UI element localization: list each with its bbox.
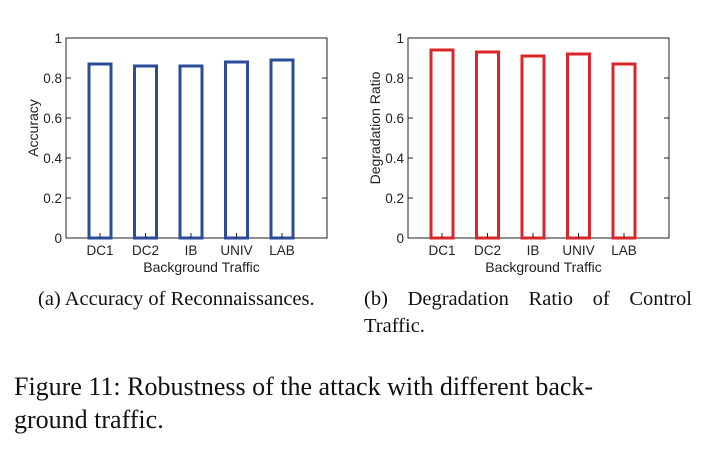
degradation-xtick-label: UNIV [562,243,594,258]
degradation-axes-box [407,37,670,239]
accuracy-bar-dc1 [87,62,113,240]
accuracy-bar-dc2 [133,64,158,240]
subcaption-b: (b) Degradation Ratio of Control Traffic… [364,288,692,337]
degradation-bar-dc2 [475,50,500,240]
accuracy-xtick-label: DC1 [86,243,113,258]
chart-accuracy: 0 0.2 0.4 0.6 0.8 1 DC1 DC2 IB UNIV LAB Background … [10,20,345,282]
degradation-xtick-label: DC1 [428,243,455,258]
accuracy-xtick-label: UNIV [220,243,252,258]
accuracy-ytick-label: 0.4 [43,151,62,166]
accuracy-ytick-label: 1 [54,31,62,46]
degradation-bar-dc1 [429,48,455,240]
chart-degradation-svg: 0 0.2 0.4 0.6 0.8 1 DC1 DC2 IB UNIV LAB Background … [367,31,670,275]
degradation-ytick-label: 0.8 [385,71,404,86]
degradation-ylabel: Degradation Ratio [367,71,383,184]
accuracy-xtick-label: DC2 [132,243,159,258]
accuracy-ytick-label: 0 [54,231,62,246]
accuracy-ytick-label: 0.6 [43,111,62,126]
chart-degradation: 0 0.2 0.4 0.6 0.8 1 DC1 DC2 IB UNIV LAB Background … [352,20,687,282]
degradation-ytick-label: 1 [396,31,404,46]
accuracy-ytick-label: 0.2 [43,191,62,206]
degradation-ytick-label: 0.6 [385,111,404,126]
chart-accuracy-svg: 0 0.2 0.4 0.6 0.8 1 DC1 DC2 IB UNIV LAB Background … [25,31,328,275]
accuracy-bar-ib [178,64,204,240]
accuracy-bar-univ [224,60,249,240]
degradation-ytick-label: 0.2 [385,191,404,206]
accuracy-bar-lab [269,58,295,240]
degradation-xtick-label: IB [527,243,540,258]
subcaption-a: (a) Accuracy of Reconnaissances. [38,288,315,310]
degradation-bar-ib [520,54,546,240]
accuracy-ytick-label: 0.8 [43,71,62,86]
accuracy-xtick-label: IB [185,243,198,258]
degradation-ytick-label: 0 [396,231,404,246]
accuracy-axes-box [65,37,328,239]
degradation-ytick-label: 0.4 [385,151,404,166]
figure-caption-line2: ground traffic. [14,405,164,434]
degradation-bar-lab [611,62,637,240]
accuracy-xtick-label: LAB [269,243,295,258]
figure-caption-line1: Figure 11: Robustness of the attack with… [14,372,594,401]
degradation-xtick-label: LAB [611,243,637,258]
accuracy-ylabel: Accuracy [25,99,41,157]
degradation-bar-univ [566,52,591,240]
figure-caption: Figure 11: Robustness of the attack with… [14,370,690,436]
degradation-xlabel: Background Traffic [485,259,601,275]
degradation-xtick-label: DC2 [474,243,501,258]
accuracy-xlabel: Background Traffic [143,259,259,275]
